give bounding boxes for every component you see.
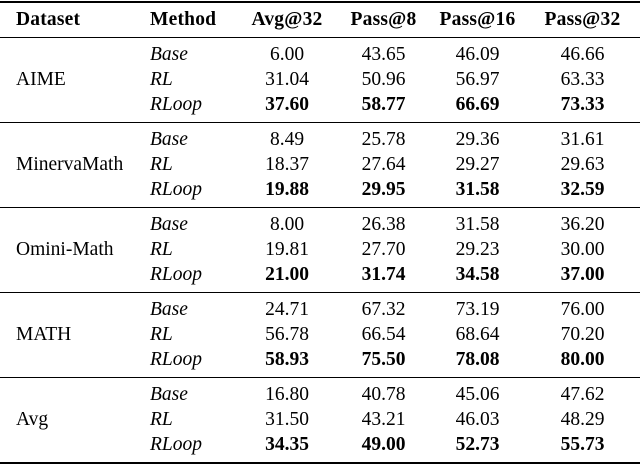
- method-label: RL: [150, 409, 173, 430]
- metric-value: 67.32: [361, 299, 406, 320]
- column-header-pass32: Pass@32: [544, 9, 621, 30]
- metric-value: 73.33: [560, 94, 605, 115]
- metric-value: 40.78: [361, 384, 406, 405]
- metric-value: 48.29: [560, 409, 605, 430]
- metric-value: 55.73: [560, 434, 605, 455]
- metric-value: 76.00: [560, 299, 605, 320]
- metric-value: 29.63: [560, 154, 605, 175]
- metric-value: 31.50: [265, 409, 309, 430]
- metric-value: 37.60: [265, 94, 309, 115]
- method-label: Base: [150, 214, 188, 235]
- metric-value: 24.71: [265, 299, 309, 320]
- column-header-method: Method: [150, 9, 217, 30]
- method-label: RL: [150, 69, 173, 90]
- column-header-avg32: Avg@32: [251, 9, 323, 30]
- metric-value: 31.58: [455, 214, 500, 235]
- metric-value: 66.69: [455, 94, 500, 115]
- dataset-section: MATH Base 24.71 67.32 73.19 76.00 RL 56.78 66.54…: [0, 293, 640, 378]
- metric-value: 31.04: [265, 69, 309, 90]
- table-header-row: Dataset Method Avg@32 Pass@8 Pass@16 Pas…: [0, 3, 640, 38]
- metric-value: 29.95: [361, 179, 406, 200]
- metric-value: 34.58: [455, 264, 500, 285]
- method-label: RLoop: [150, 434, 203, 455]
- metric-value: 27.70: [361, 239, 406, 260]
- dataset-label: MATH: [16, 324, 72, 345]
- metric-value: 26.38: [361, 214, 406, 235]
- metric-value: 56.97: [455, 69, 500, 90]
- method-label: RL: [150, 154, 173, 175]
- dataset-section: MinervaMath Base 8.49 25.78 29.36 31.61 RL 18.3…: [0, 123, 640, 208]
- metric-value: 29.27: [455, 154, 500, 175]
- metric-value: 70.20: [560, 324, 605, 345]
- metric-value: 36.20: [560, 214, 605, 235]
- metric-value: 8.49: [269, 129, 305, 150]
- method-label: Base: [150, 299, 188, 320]
- metric-value: 31.61: [560, 129, 605, 150]
- metric-value: 50.96: [361, 69, 406, 90]
- method-label: RL: [150, 239, 173, 260]
- method-label: RLoop: [150, 94, 203, 115]
- metric-value: 49.00: [361, 434, 406, 455]
- metric-value: 21.00: [265, 264, 309, 285]
- column-header-pass16: Pass@16: [439, 9, 516, 30]
- dataset-section: Avg Base 16.80 40.78 45.06 47.62 RL 31.50 43.21 4…: [0, 378, 640, 462]
- metric-value: 58.93: [265, 349, 309, 370]
- metric-value: 46.09: [455, 44, 500, 65]
- metric-value: 73.19: [455, 299, 500, 320]
- metric-value: 29.23: [455, 239, 500, 260]
- method-label: RL: [150, 324, 173, 345]
- metric-value: 52.73: [455, 434, 500, 455]
- metric-value: 8.00: [269, 214, 305, 235]
- method-label: Base: [150, 129, 188, 150]
- metric-value: 32.59: [560, 179, 605, 200]
- metric-value: 58.77: [361, 94, 406, 115]
- metric-value: 75.50: [361, 349, 406, 370]
- dataset-label: MinervaMath: [16, 154, 124, 175]
- metric-value: 19.81: [265, 239, 309, 260]
- metric-value: 46.03: [455, 409, 500, 430]
- metric-value: 31.58: [455, 179, 500, 200]
- metric-value: 43.21: [361, 409, 406, 430]
- column-header-dataset: Dataset: [16, 9, 81, 30]
- metric-value: 63.33: [560, 69, 605, 90]
- metric-value: 31.74: [361, 264, 406, 285]
- dataset-section: Omini-Math Base 8.00 26.38 31.58 36.20 RL 19.81…: [0, 208, 640, 293]
- method-label: RLoop: [150, 179, 203, 200]
- metric-value: 30.00: [560, 239, 605, 260]
- metric-value: 16.80: [265, 384, 309, 405]
- metric-value: 37.00: [560, 264, 605, 285]
- dataset-label: Avg: [16, 409, 49, 430]
- column-header-pass8: Pass@8: [350, 9, 417, 30]
- metric-value: 29.36: [455, 129, 500, 150]
- table-body: AIME Base 6.00 43.65 46.09 46.66 RL 31.04 50.96 5…: [0, 38, 640, 462]
- metric-value: 18.37: [265, 154, 309, 175]
- method-label: Base: [150, 44, 188, 65]
- metric-value: 19.88: [265, 179, 309, 200]
- metric-value: 78.08: [455, 349, 500, 370]
- metric-value: 47.62: [560, 384, 605, 405]
- dataset-label: AIME: [16, 69, 66, 90]
- method-label: RLoop: [150, 349, 203, 370]
- metric-value: 66.54: [361, 324, 406, 345]
- metric-value: 43.65: [361, 44, 406, 65]
- metric-value: 80.00: [560, 349, 605, 370]
- dataset-label: Omini-Math: [16, 239, 114, 260]
- metric-value: 45.06: [455, 384, 500, 405]
- metric-value: 34.35: [265, 434, 309, 455]
- metric-value: 25.78: [361, 129, 406, 150]
- metric-value: 6.00: [269, 44, 305, 65]
- method-label: Base: [150, 384, 188, 405]
- metric-value: 27.64: [361, 154, 406, 175]
- metric-value: 56.78: [265, 324, 309, 345]
- metric-value: 46.66: [560, 44, 605, 65]
- dataset-section: AIME Base 6.00 43.65 46.09 46.66 RL 31.04 50.96 5…: [0, 38, 640, 123]
- metric-value: 68.64: [455, 324, 500, 345]
- method-label: RLoop: [150, 264, 203, 285]
